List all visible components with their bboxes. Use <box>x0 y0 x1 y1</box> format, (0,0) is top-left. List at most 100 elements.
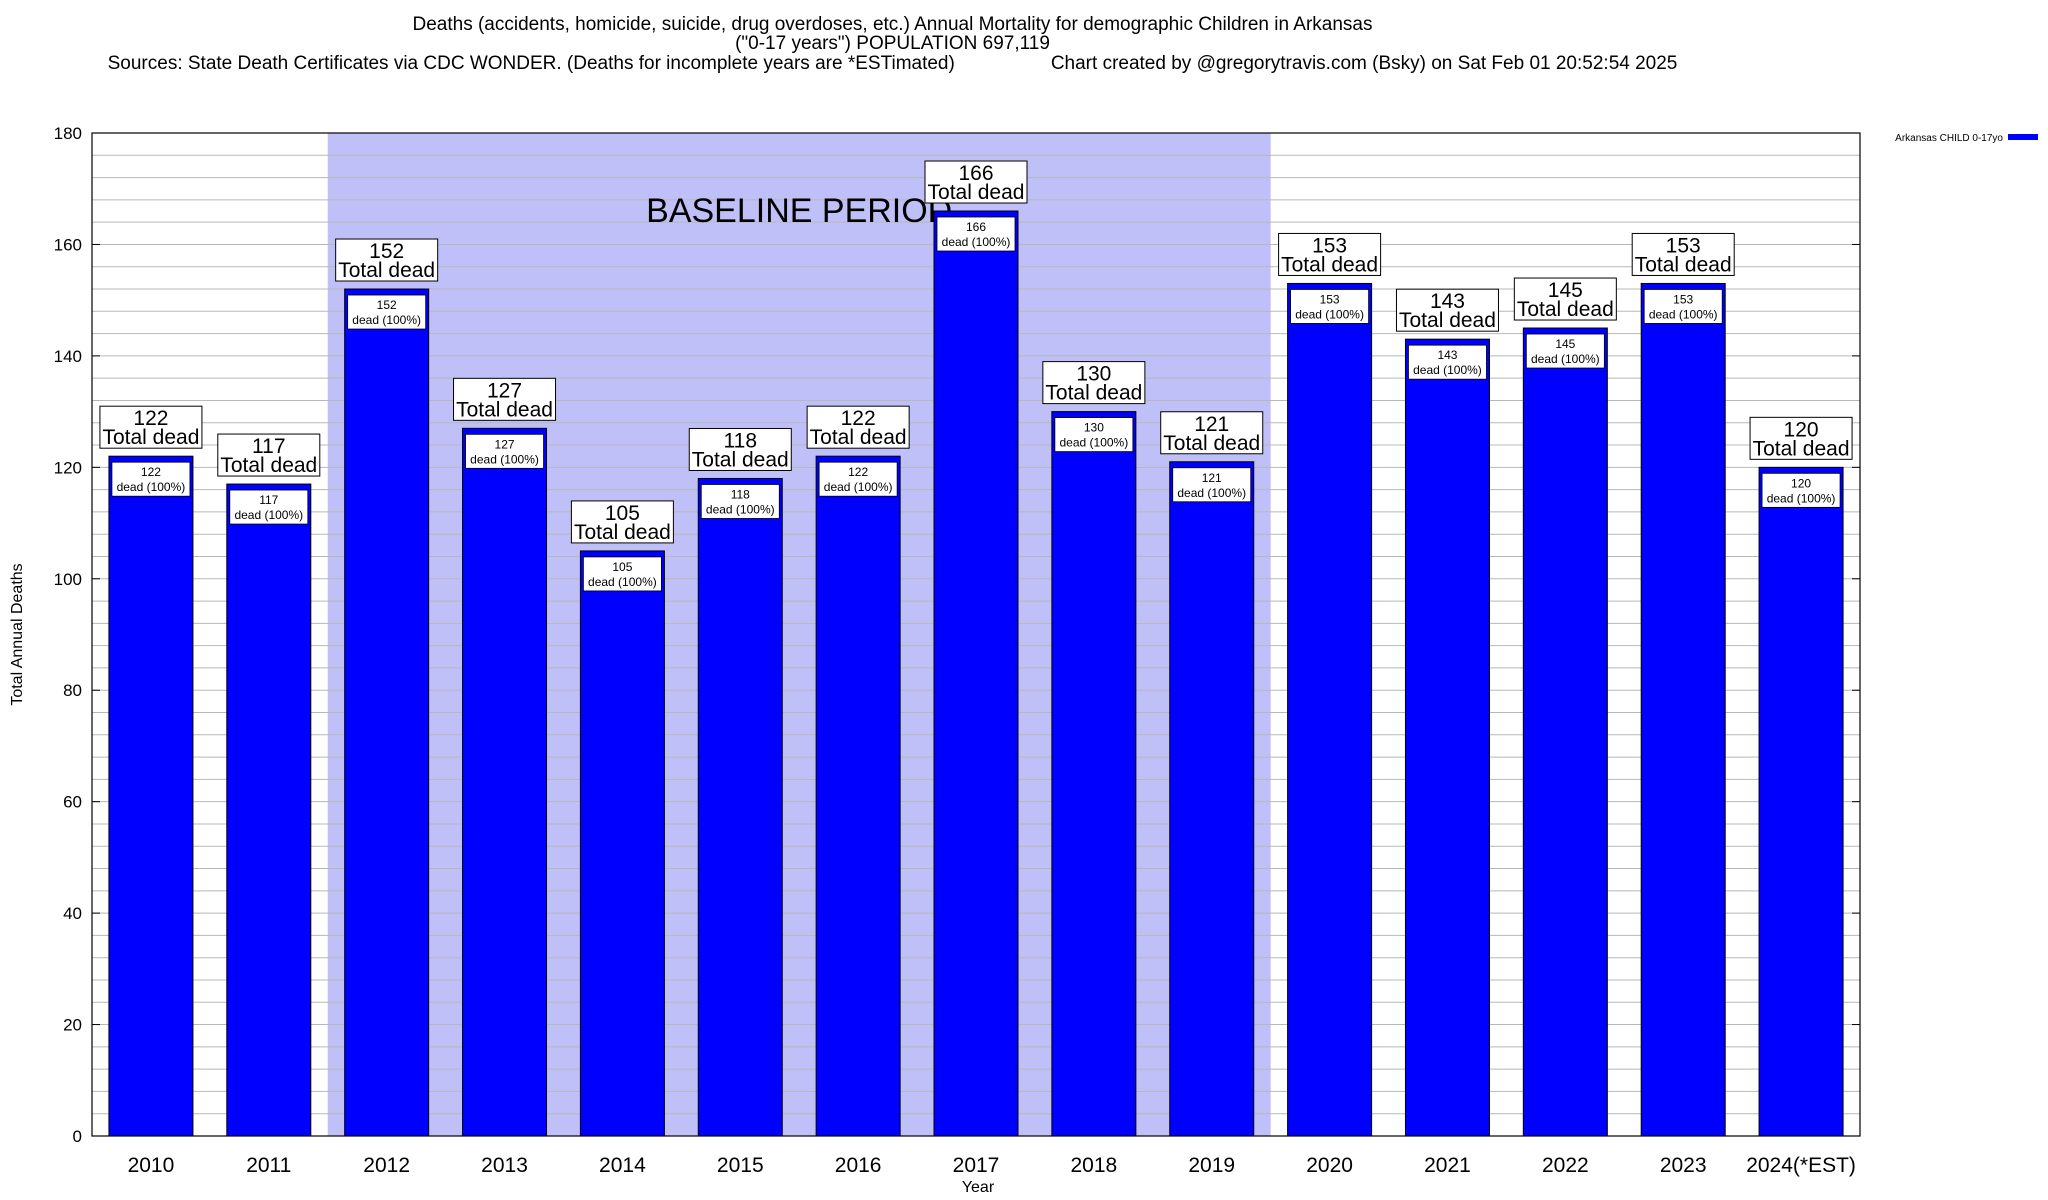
baseline-period-label: BASELINE PERIOD <box>646 192 952 230</box>
inner-pct-label: dead (100%) <box>1531 352 1600 366</box>
top-value-label: 127 <box>487 379 522 402</box>
top-label-box <box>1749 416 1853 460</box>
top-label-box <box>453 377 557 421</box>
x-axis-title: Year <box>962 1179 995 1196</box>
top-value-label: 122 <box>133 407 168 430</box>
x-tick-label: 2022 <box>1542 1154 1589 1177</box>
inner-label-box <box>347 294 427 330</box>
y-tick-label: 160 <box>54 235 82 254</box>
bar-2015 <box>697 477 783 1137</box>
top-total-label: Total dead <box>1281 253 1378 276</box>
top-label-box <box>688 427 792 471</box>
bar-2013 <box>462 427 548 1137</box>
inner-label-box <box>111 461 191 497</box>
y-tick-label: 60 <box>63 793 82 812</box>
inner-value-label: 143 <box>1437 348 1457 362</box>
bar-2017 <box>933 210 1019 1137</box>
bar-2016 <box>815 455 901 1137</box>
top-total-label: Total dead <box>1753 437 1850 460</box>
x-tick-label: 2017 <box>953 1154 1000 1177</box>
top-value-label: 118 <box>724 429 757 452</box>
bar-2012 <box>344 288 430 1137</box>
bar-2011 <box>226 483 312 1137</box>
inner-pct-label: dead (100%) <box>588 575 657 589</box>
x-tick-label: 2011 <box>246 1154 291 1177</box>
plot-border <box>91 132 1861 1137</box>
top-label-box <box>924 160 1028 204</box>
y-axis-title: Total Annual Deaths <box>9 563 26 705</box>
inner-pct-label: dead (100%) <box>824 480 893 494</box>
y-tick-label: 20 <box>63 1016 82 1035</box>
inner-label-box <box>583 556 662 592</box>
top-label-box <box>1278 232 1382 276</box>
inner-value-label: 166 <box>966 220 986 234</box>
x-tick-label: 2012 <box>363 1154 410 1177</box>
bar-2020 <box>1287 282 1373 1137</box>
top-total-label: Total dead <box>220 454 317 477</box>
inner-value-label: 145 <box>1555 337 1575 351</box>
inner-pct-label: dead (100%) <box>352 313 421 327</box>
top-total-label: Total dead <box>338 259 435 282</box>
top-total-label: Total dead <box>1163 432 1260 455</box>
top-value-label: 153 <box>1312 234 1347 257</box>
inner-value-label: 152 <box>377 298 397 312</box>
inner-pct-label: dead (100%) <box>234 508 303 522</box>
top-total-label: Total dead <box>456 398 553 421</box>
top-value-label: 153 <box>1666 234 1701 257</box>
x-tick-label: 2020 <box>1306 1154 1353 1177</box>
x-tick-label: 2014 <box>599 1154 646 1177</box>
inner-value-label: 127 <box>495 437 515 451</box>
top-total-label: Total dead <box>102 426 199 449</box>
legend-label: Arkansas CHILD 0-17yo <box>1895 133 2003 144</box>
inner-label-box <box>1408 344 1487 380</box>
top-label-box <box>1631 232 1735 276</box>
inner-label-box <box>818 461 898 497</box>
top-value-label: 122 <box>841 407 876 430</box>
top-value-label: 105 <box>605 502 640 525</box>
inner-pct-label: dead (100%) <box>706 502 775 516</box>
y-tick-label: 100 <box>54 570 82 589</box>
top-label-box <box>1160 411 1264 455</box>
inner-label-box <box>1643 289 1723 324</box>
inner-value-label: 117 <box>259 493 278 507</box>
inner-value-label: 105 <box>612 560 632 574</box>
top-total-label: Total dead <box>1517 298 1614 321</box>
bar-2019 <box>1169 461 1255 1137</box>
top-total-label: Total dead <box>1635 253 1732 276</box>
legend-swatch <box>2008 134 2038 140</box>
top-value-label: 145 <box>1548 279 1583 302</box>
top-label-box <box>1513 277 1617 321</box>
inner-value-label: 153 <box>1320 292 1340 306</box>
x-tick-label: 2023 <box>1660 1154 1707 1177</box>
inner-value-label: 120 <box>1791 476 1811 490</box>
legend: Arkansas CHILD 0-17yo <box>1895 133 2038 144</box>
top-total-label: Total dead <box>574 521 671 544</box>
x-tick-label: 2018 <box>1071 1154 1118 1177</box>
inner-value-label: 122 <box>848 465 868 479</box>
top-value-label: 152 <box>369 240 404 263</box>
y-tick-label: 0 <box>73 1127 82 1146</box>
inner-pct-label: dead (100%) <box>1649 307 1718 321</box>
y-tick-label: 80 <box>63 681 82 700</box>
chart-source-line: Sources: State Death Certificates via CD… <box>0 54 1785 74</box>
top-label-box <box>335 238 439 282</box>
bar-2024(*EST) <box>1758 466 1844 1137</box>
inner-label-box <box>1054 417 1134 453</box>
top-total-label: Total dead <box>692 448 789 471</box>
top-label-box <box>217 433 321 477</box>
top-label-box <box>99 405 203 449</box>
bar-2022 <box>1522 327 1608 1137</box>
inner-label-box <box>465 433 544 469</box>
inner-value-label: 118 <box>731 487 750 501</box>
x-tick-label: 2019 <box>1188 1154 1235 1177</box>
inner-pct-label: dead (100%) <box>1413 363 1482 377</box>
top-value-label: 121 <box>1194 413 1229 436</box>
bar-2023 <box>1640 282 1726 1137</box>
inner-label-box <box>229 489 309 525</box>
top-total-label: Total dead <box>810 426 907 449</box>
chart-title: Deaths (accidents, homicide, suicide, dr… <box>412 14 1373 35</box>
inner-label-box <box>1525 333 1605 369</box>
top-value-label: 120 <box>1784 418 1819 441</box>
top-total-label: Total dead <box>1399 309 1496 332</box>
